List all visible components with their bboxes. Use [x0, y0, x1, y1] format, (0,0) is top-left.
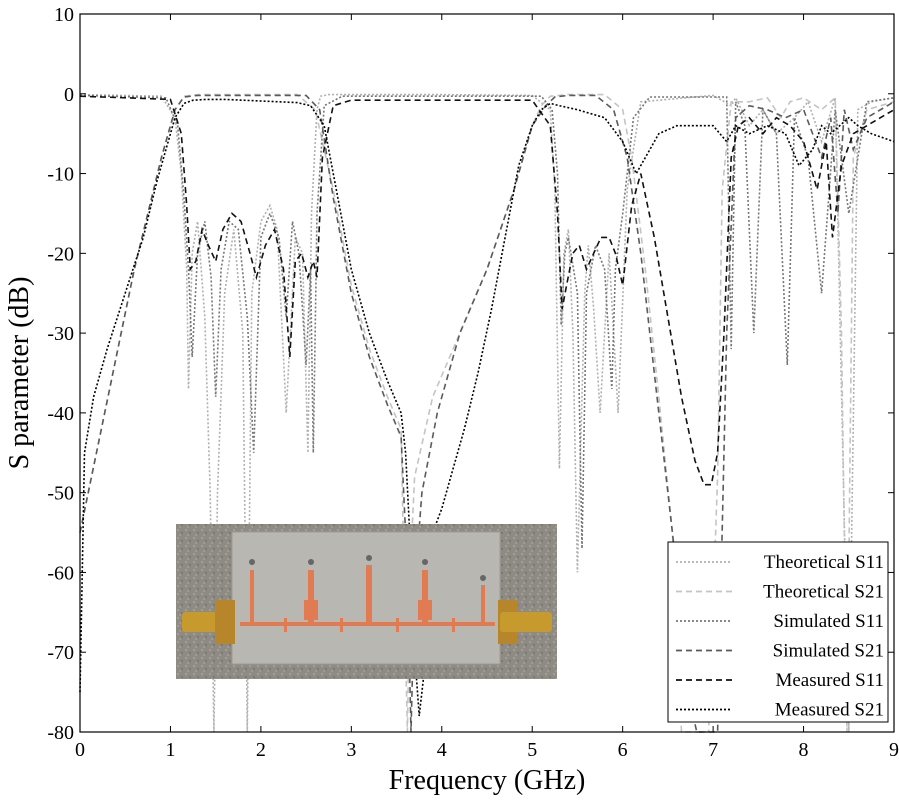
legend-label: Measured S21: [775, 700, 884, 721]
legend-box: [667, 541, 889, 723]
x-tick-label: 2: [256, 739, 266, 761]
series-line-measured-s11: [79, 95, 895, 486]
x-tick-label: 0: [75, 739, 85, 761]
legend-label: Theoretical S21: [763, 582, 884, 603]
y-tick-label: -10: [47, 164, 74, 186]
y-axis-ticks: 10 0 -10 -20 -30 -40 -50 -60 -70 -80: [47, 4, 894, 744]
plot-frame: [79, 13, 895, 733]
x-tick-label: 4: [437, 739, 447, 761]
x-tick-label: 7: [708, 739, 718, 761]
series-line-theoretical-s11: [79, 93, 895, 733]
y-tick-label: 10: [54, 4, 74, 26]
legend-label: Simulated S21: [773, 641, 884, 662]
x-tick-label: 8: [799, 739, 809, 761]
series-line-simulated-s11: [79, 94, 895, 549]
series-layer: [79, 93, 895, 733]
x-tick-label: 3: [346, 739, 356, 761]
x-tick-label: 6: [618, 739, 628, 761]
y-tick-label: -60: [47, 562, 74, 584]
y-tick-label: -80: [47, 722, 74, 744]
legend-label: Simulated S11: [773, 611, 884, 632]
series-line-theoretical-s21: [79, 93, 895, 733]
legend: Theoretical S11 Theoretical S21 Simulated …: [667, 541, 889, 723]
filter-prototype-photo: [176, 524, 557, 679]
series-line-measured-s21: [79, 98, 895, 717]
y-axis-title: S parameter (dB): [4, 277, 35, 470]
x-axis-ticks: 0 1 2 3 4 5 6 7 8 9: [75, 14, 899, 761]
y-tick-label: 0: [64, 84, 74, 106]
x-tick-label: 5: [527, 739, 537, 761]
y-tick-label: -30: [47, 323, 74, 345]
x-tick-label: 1: [165, 739, 175, 761]
legend-label: Measured S11: [775, 670, 884, 691]
x-tick-label: 9: [889, 739, 899, 761]
y-tick-label: -50: [47, 483, 74, 505]
legend-label: Theoretical S11: [764, 552, 884, 573]
x-axis-title: Frequency (GHz): [389, 765, 586, 796]
y-tick-label: -20: [47, 243, 74, 265]
y-tick-label: -70: [47, 642, 74, 664]
y-tick-label: -40: [47, 403, 74, 425]
